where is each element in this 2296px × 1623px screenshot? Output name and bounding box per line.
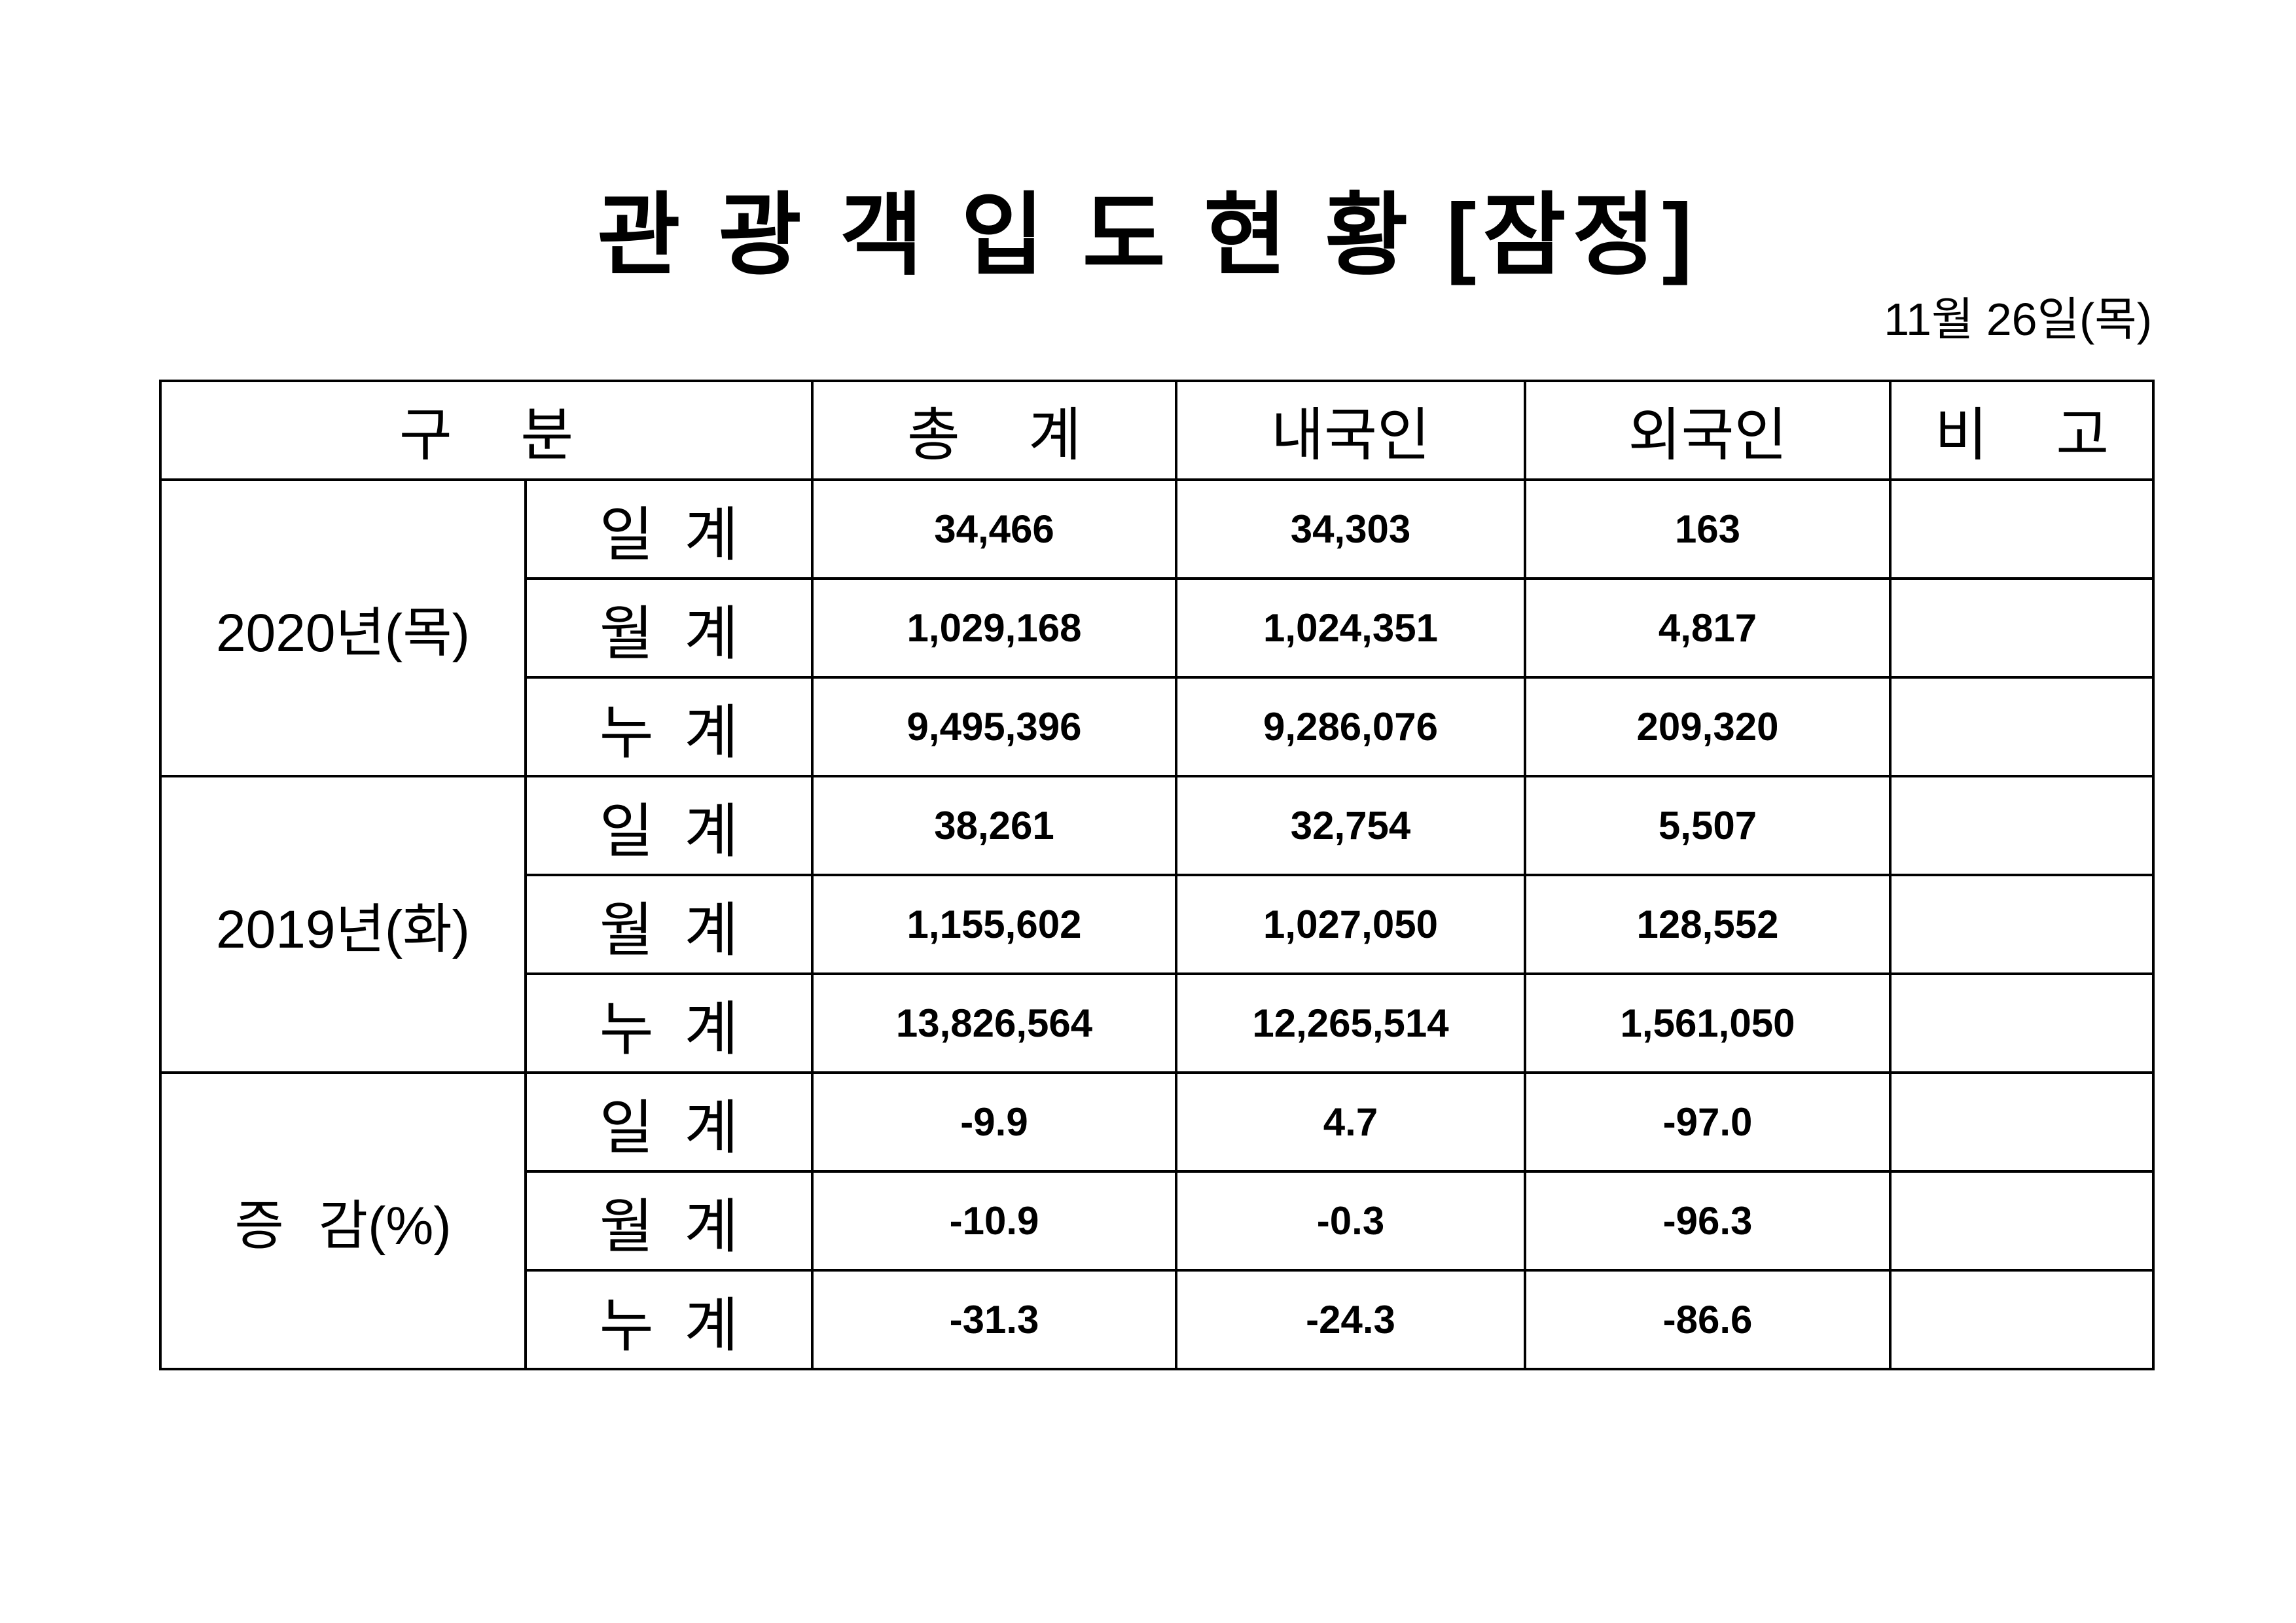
group-label-2019: 2019년(화) [159, 775, 527, 1074]
cell-domestic: -0.3 [1175, 1170, 1526, 1272]
cell-foreign: -97.0 [1524, 1071, 1892, 1173]
cell-note [1889, 874, 2155, 975]
cell-note [1889, 1170, 2155, 1272]
cell-total: 9,495,396 [811, 676, 1177, 777]
period-label: 일 계 [524, 478, 814, 580]
table-row: 2020년(목) 일 계 34,466 34,303 163 [159, 478, 2155, 777]
period-label: 월 계 [524, 1170, 814, 1272]
cell-foreign: -96.3 [1524, 1170, 1892, 1272]
group-label-change: 증 감(%) [159, 1071, 527, 1370]
period-label: 일 계 [524, 1071, 814, 1173]
table-row: 월 계 1,029,168 1,024,351 4,817 [160, 577, 2155, 679]
header-category: 구 분 [159, 380, 814, 481]
group-label-2020: 2020년(목) [159, 478, 527, 777]
cell-note [1889, 972, 2155, 1074]
page-title: 관 광 객 입 도 현 황 [잠정] [597, 185, 1699, 286]
cell-total: 13,826,564 [811, 972, 1177, 1074]
cell-foreign: -86.6 [1524, 1269, 1892, 1370]
cell-domestic: 1,024,351 [1175, 577, 1526, 679]
header-domestic: 내국인 [1175, 380, 1526, 481]
table-row: 누 계 -31.3 -24.3 -86.6 [160, 1269, 2155, 1370]
cell-total: -31.3 [811, 1269, 1177, 1370]
table-row: 월 계 -10.9 -0.3 -96.3 [160, 1170, 2155, 1272]
table-row: 누 계 13,826,564 12,265,514 1,561,050 [160, 972, 2155, 1074]
cell-total: 34,466 [811, 478, 1177, 580]
cell-total: -10.9 [811, 1170, 1177, 1272]
cell-foreign: 128,552 [1524, 874, 1892, 975]
period-label: 누 계 [524, 1269, 814, 1370]
header-total: 총 계 [811, 380, 1177, 481]
tourist-arrivals-table: 구 분 총 계 내국인 외국인 비 고 2020년(목) 일 계 34,466 … [159, 380, 2155, 1370]
cell-foreign: 5,507 [1524, 775, 1892, 876]
cell-total: -9.9 [811, 1071, 1177, 1173]
cell-foreign: 4,817 [1524, 577, 1892, 679]
cell-domestic: 9,286,076 [1175, 676, 1526, 777]
cell-total: 1,155,602 [811, 874, 1177, 975]
cell-note [1889, 478, 2155, 580]
period-label: 누 계 [524, 972, 814, 1074]
table-row: 2019년(화) 일 계 38,261 32,754 5,507 [159, 775, 2155, 1074]
period-label: 월 계 [524, 874, 814, 975]
cell-total: 38,261 [811, 775, 1177, 876]
table-row: 증 감(%) 일 계 -9.9 4.7 -97.0 [159, 1071, 2155, 1370]
cell-domestic: -24.3 [1175, 1269, 1526, 1370]
period-label: 누 계 [524, 676, 814, 777]
cell-domestic: 34,303 [1175, 478, 1526, 580]
period-label: 일 계 [524, 775, 814, 876]
cell-domestic: 12,265,514 [1175, 972, 1526, 1074]
cell-foreign: 209,320 [1524, 676, 1892, 777]
header-foreign: 외국인 [1524, 380, 1892, 481]
cell-domestic: 4.7 [1175, 1071, 1526, 1173]
header-row: 구 분 총 계 내국인 외국인 비 고 [159, 380, 2155, 481]
table-row: 월 계 1,155,602 1,027,050 128,552 [160, 874, 2155, 975]
cell-domestic: 32,754 [1175, 775, 1526, 876]
report-date: 11월 26일(목) [1884, 294, 2152, 345]
cell-note [1889, 775, 2155, 876]
cell-foreign: 1,561,050 [1524, 972, 1892, 1074]
table-row: 누 계 9,495,396 9,286,076 209,320 [160, 676, 2155, 777]
period-label: 월 계 [524, 577, 814, 679]
cell-foreign: 163 [1524, 478, 1892, 580]
cell-note [1889, 1071, 2155, 1173]
cell-domestic: 1,027,050 [1175, 874, 1526, 975]
cell-total: 1,029,168 [811, 577, 1177, 679]
header-note: 비 고 [1889, 380, 2155, 481]
cell-note [1889, 577, 2155, 679]
cell-note [1889, 676, 2155, 777]
cell-note [1889, 1269, 2155, 1370]
